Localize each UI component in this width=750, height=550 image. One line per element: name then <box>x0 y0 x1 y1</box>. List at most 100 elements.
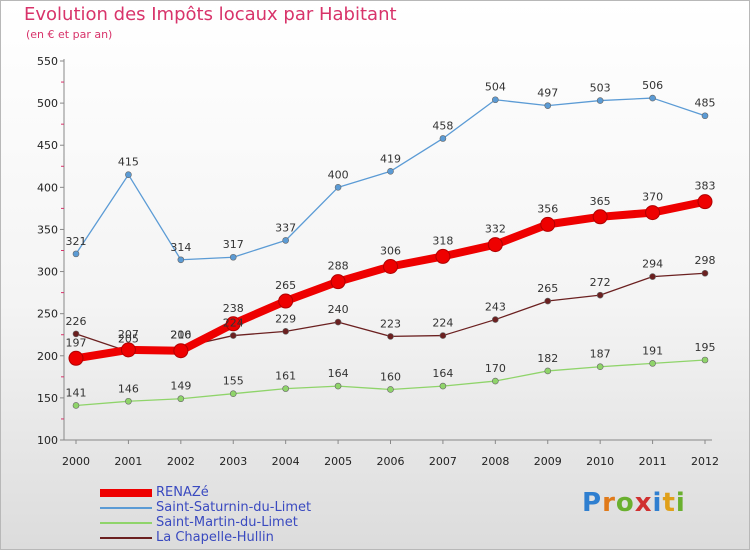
series-1-point-3 <box>229 253 237 261</box>
series-2-point-9 <box>544 367 552 375</box>
series-2-label-2: 149 <box>170 380 191 393</box>
series-0-label-10: 365 <box>590 195 611 208</box>
series-3-label-10: 272 <box>590 276 611 289</box>
legend-swatch-la-chapelle <box>100 536 152 539</box>
series-3-label-1: 205 <box>118 333 139 346</box>
series-3-label-4: 229 <box>275 312 296 325</box>
series-0-label-3: 238 <box>223 302 244 315</box>
series-2-point-2 <box>177 395 185 403</box>
series-0-point-11 <box>645 205 661 221</box>
y-tick-label-5: 350 <box>37 223 58 236</box>
series-0-point-3 <box>225 316 241 332</box>
x-tick-label-9: 2009 <box>534 455 562 468</box>
y-tick-label-9: 550 <box>37 55 58 68</box>
series-0-point-10 <box>592 209 608 225</box>
series-2-point-10 <box>596 363 604 371</box>
x-tick-label-8: 2008 <box>481 455 509 468</box>
x-tick-label-3: 2003 <box>219 455 247 468</box>
chart-subtitle: (en € et par an) <box>26 28 113 41</box>
series-2-label-1: 146 <box>118 382 139 395</box>
series-3-label-5: 240 <box>328 303 349 316</box>
chart-title: Evolution des Impôts locaux par Habitant <box>24 4 397 25</box>
x-tick-label-5: 2005 <box>324 455 352 468</box>
series-1-label-10: 503 <box>590 82 611 95</box>
series-2-label-0: 141 <box>66 386 87 399</box>
proxiti-logo: Proxiti <box>582 488 686 518</box>
series-1-label-8: 504 <box>485 81 506 94</box>
y-tick-label-6: 400 <box>37 181 58 194</box>
x-tick-label-1: 2001 <box>114 455 142 468</box>
series-0-label-5: 288 <box>328 260 349 273</box>
legend-item-saint-martin: Saint-Martin-du-Limet <box>100 515 420 530</box>
series-3-point-6 <box>387 333 394 340</box>
series-1-point-9 <box>544 102 552 109</box>
series-2-point-8 <box>492 377 499 385</box>
series-0-label-1: 207 <box>118 328 139 341</box>
series-1-point-4 <box>282 237 289 244</box>
series-3-label-12: 298 <box>695 254 716 267</box>
series-1-label-0: 321 <box>66 235 87 248</box>
y-tick-label-2: 200 <box>37 350 58 363</box>
series-2-label-10: 187 <box>590 348 611 361</box>
series-0-label-0: 197 <box>66 336 87 349</box>
series-0-label-8: 332 <box>485 223 506 236</box>
legend-swatch-saint-saturnin <box>100 506 152 509</box>
series-3-label-3: 224 <box>223 317 244 330</box>
series-1-label-2: 314 <box>170 241 191 254</box>
series-3-point-11 <box>649 273 656 280</box>
series-1-point-7 <box>439 135 447 142</box>
series-2-label-8: 170 <box>485 362 506 375</box>
series-1-label-3: 317 <box>223 238 244 251</box>
series-0-label-2: 206 <box>170 329 191 342</box>
series-3-label-11: 294 <box>642 258 663 271</box>
series-3-point-4 <box>282 328 289 335</box>
series-2-label-6: 160 <box>380 370 401 383</box>
x-tick-label-6: 2006 <box>377 455 405 468</box>
series-3-point-3 <box>229 332 237 339</box>
series-2-point-6 <box>387 386 394 393</box>
series-1-point-6 <box>387 168 394 175</box>
series-3-label-0: 226 <box>66 315 87 328</box>
legend-item-la-chapelle: La Chapelle-Hullin <box>100 530 420 545</box>
series-1-point-10 <box>596 97 604 104</box>
series-2-label-3: 155 <box>223 375 244 388</box>
y-tick-label-7: 450 <box>37 139 58 152</box>
legend: RENAZé Saint-Saturnin-du-Limet Saint-Mar… <box>100 485 420 545</box>
series-1-label-9: 497 <box>537 87 558 100</box>
series-1-label-7: 458 <box>432 119 453 132</box>
series-1-point-2 <box>177 256 185 264</box>
series-1-point-0 <box>72 250 80 258</box>
series-1-point-8 <box>492 96 499 104</box>
series-2-point-7 <box>439 382 447 390</box>
x-tick-label-12: 2012 <box>691 455 719 468</box>
y-tick-label-4: 300 <box>37 266 58 279</box>
series-2-label-12: 195 <box>695 341 716 354</box>
x-tick-label-2: 2002 <box>167 455 195 468</box>
series-3-label-8: 243 <box>485 301 506 314</box>
series-0-label-4: 265 <box>275 279 296 292</box>
series-line-1 <box>75 97 706 261</box>
series-1-point-1 <box>125 171 132 178</box>
series-3-point-8 <box>492 316 499 323</box>
series-2-label-7: 164 <box>432 367 453 380</box>
series-2-point-11 <box>649 360 656 367</box>
series-3-point-7 <box>439 332 447 339</box>
series-2-point-0 <box>72 402 80 409</box>
legend-label-la-chapelle: La Chapelle-Hullin <box>156 530 274 545</box>
series-0-label-7: 318 <box>432 234 453 247</box>
series-3-label-6: 223 <box>380 317 401 330</box>
series-3-point-12 <box>701 269 709 277</box>
series-0-point-2 <box>173 343 189 359</box>
y-tick-label-8: 500 <box>37 97 58 110</box>
series-1-label-4: 337 <box>275 221 296 234</box>
x-tick-label-7: 2007 <box>429 455 457 468</box>
series-2-label-11: 191 <box>642 344 663 357</box>
legend-label-saint-martin: Saint-Martin-du-Limet <box>156 515 298 530</box>
series-1-label-11: 506 <box>642 79 663 92</box>
series-0-point-5 <box>330 274 346 290</box>
series-0-point-8 <box>487 237 503 253</box>
y-tick-label-1: 150 <box>37 392 58 405</box>
series-3-point-9 <box>544 297 552 305</box>
series-0-label-11: 370 <box>642 191 663 204</box>
